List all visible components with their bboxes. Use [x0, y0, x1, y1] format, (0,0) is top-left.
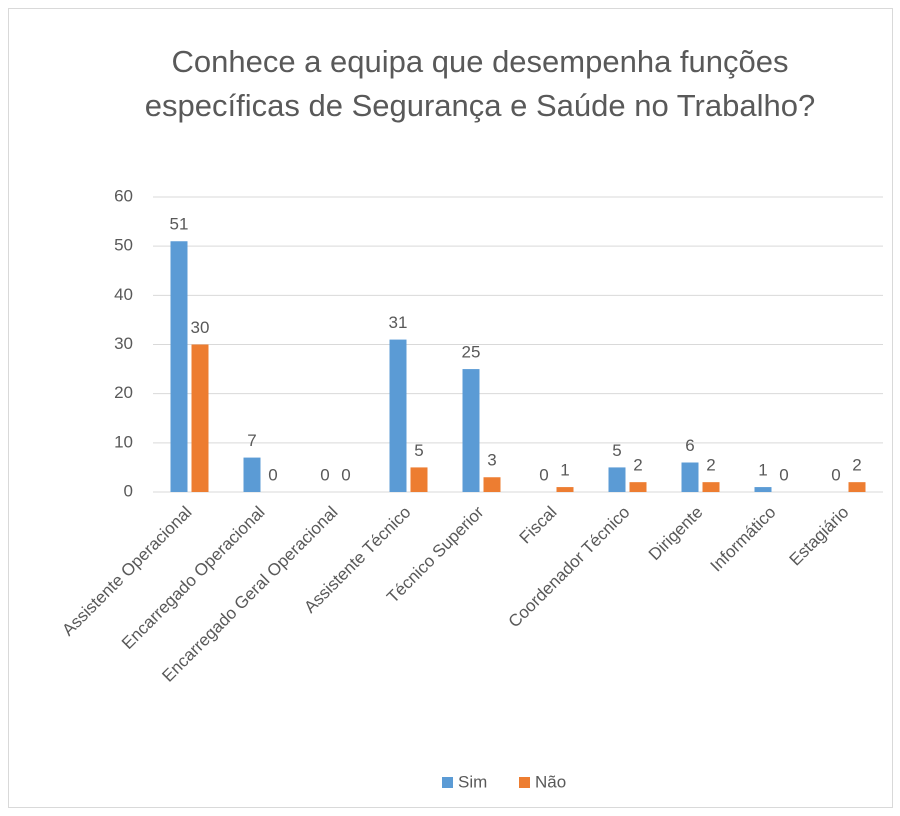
bar — [629, 482, 647, 492]
data-label: 51 — [170, 215, 189, 234]
data-label: 1 — [758, 461, 767, 480]
data-label: 2 — [852, 456, 861, 475]
data-label: 5 — [612, 441, 621, 460]
data-label: 2 — [706, 456, 715, 475]
legend-label: Não — [535, 772, 566, 791]
data-label: 5 — [414, 441, 423, 460]
data-label: 0 — [831, 465, 840, 484]
legend-label: Sim — [458, 772, 487, 791]
y-tick-label: 0 — [124, 481, 133, 500]
bar — [191, 344, 209, 492]
data-label: 0 — [268, 465, 277, 484]
bar — [243, 457, 261, 492]
data-label: 0 — [341, 465, 350, 484]
data-label: 0 — [320, 465, 329, 484]
legend-swatch — [519, 777, 530, 788]
data-label: 30 — [191, 318, 210, 337]
bar — [754, 487, 772, 492]
bar — [556, 487, 574, 492]
bar — [848, 482, 866, 492]
data-label: 1 — [560, 461, 569, 480]
bar — [483, 477, 501, 492]
data-label: 7 — [247, 431, 256, 450]
bar — [170, 241, 188, 492]
bar — [608, 467, 626, 492]
y-tick-label: 60 — [114, 186, 133, 205]
bar — [389, 339, 407, 492]
data-label: 0 — [539, 465, 548, 484]
bar — [702, 482, 720, 492]
y-tick-label: 20 — [114, 383, 133, 402]
data-label: 2 — [633, 456, 642, 475]
data-label: 6 — [685, 436, 694, 455]
data-label: 31 — [389, 313, 408, 332]
bar — [410, 467, 428, 492]
y-tick-label: 30 — [114, 334, 133, 353]
bar — [681, 462, 699, 492]
data-label: 25 — [462, 343, 481, 362]
y-tick-label: 40 — [114, 285, 133, 304]
chart-title: Conhece a equipa que desempenha funções … — [144, 44, 816, 123]
y-tick-label: 50 — [114, 236, 133, 255]
legend-swatch — [442, 777, 453, 788]
bar — [462, 369, 480, 492]
chart-border — [8, 8, 893, 808]
data-label: 3 — [487, 451, 496, 470]
y-tick-label: 10 — [114, 432, 133, 451]
data-label: 0 — [779, 465, 788, 484]
